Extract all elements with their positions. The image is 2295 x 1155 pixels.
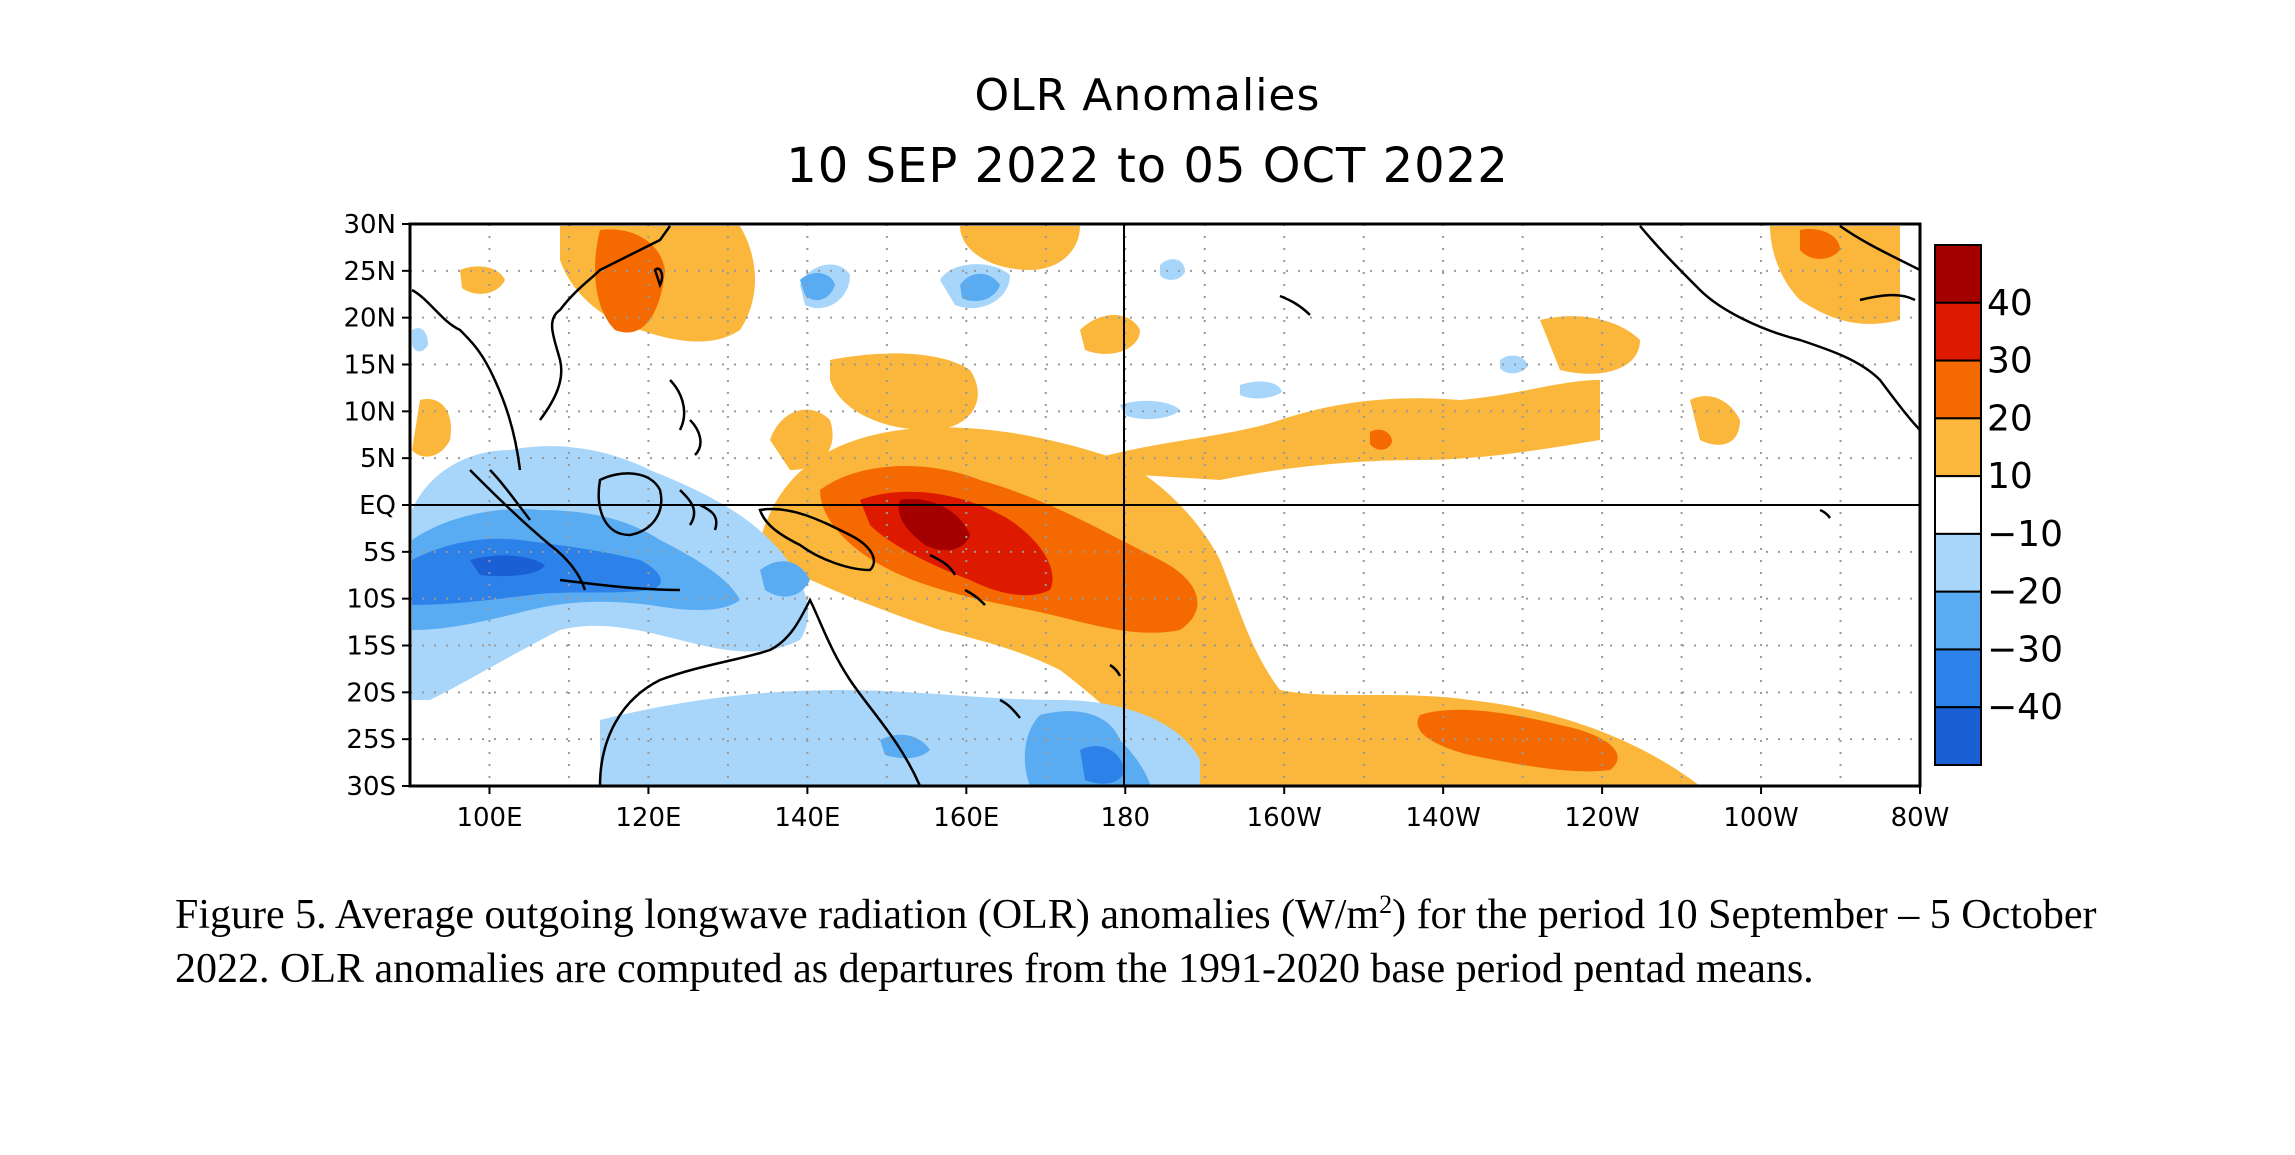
colorbar-segment — [1934, 648, 1982, 709]
lat-tick-label: 30N — [343, 210, 396, 240]
chart-title: OLR Anomalies — [974, 70, 1321, 121]
lat-tick-label: 25N — [343, 257, 396, 287]
colorbar-label: −30 — [1987, 629, 2063, 670]
lat-tick-label: 15S — [346, 632, 396, 662]
colorbar-segment — [1934, 301, 1982, 362]
caption-text-part1: Figure 5. Average outgoing longwave radi… — [175, 892, 1380, 938]
colorbar-segment — [1934, 417, 1982, 478]
colorbar-segment — [1934, 532, 1982, 593]
colorbar-label: 40 — [1987, 283, 2033, 324]
lat-tick-label: 10S — [346, 585, 396, 615]
lon-tick-label: 100E — [456, 803, 522, 833]
negative-30-40-areas — [412, 538, 1125, 784]
lat-tick-label: 30S — [346, 772, 396, 802]
colorbar-segment — [1934, 706, 1982, 767]
lon-tick-label: 100W — [1723, 803, 1798, 833]
latitude-axis: 30N 25N 20N 15N 10N 5N EQ 5S 10S 15S 20S 25S 30S — [343, 210, 410, 802]
lat-tick-label: 20S — [346, 678, 396, 708]
longitude-axis: 100E 120E 140E 160E 180 160W 140W 120W 100W 80W — [456, 786, 1949, 833]
lon-tick-label: 120W — [1564, 803, 1639, 833]
lat-tick-label: 15N — [343, 351, 396, 381]
colorbar-label: −10 — [1987, 514, 2063, 555]
map-grid — [410, 224, 1920, 786]
lat-tick-label: 5S — [363, 538, 396, 568]
caption-superscript: 2 — [1379, 890, 1393, 919]
lon-tick-label: 140W — [1405, 803, 1480, 833]
colorbar-label: −40 — [1987, 687, 2063, 728]
lon-tick-label: 120E — [615, 803, 681, 833]
lat-tick-label: 10N — [343, 397, 396, 427]
colorbar-label: −20 — [1987, 572, 2063, 613]
lon-tick-label: 160E — [933, 803, 999, 833]
positive-over-40-areas — [898, 499, 970, 551]
lat-tick-label: EQ — [359, 491, 396, 521]
caption-text-part2: ) for the period 10 September – 5 Octobe… — [175, 892, 2097, 992]
lon-tick-label: 140E — [774, 803, 840, 833]
colorbar-segment — [1934, 475, 1982, 535]
figure-caption: Figure 5. Average outgoing longwave radi… — [175, 878, 2165, 996]
coastlines — [411, 224, 1920, 786]
colorbar-label: 20 — [1987, 398, 2033, 439]
colorbar-segment — [1934, 244, 1982, 304]
lat-tick-label: 25S — [346, 725, 396, 755]
lon-tick-label: 80W — [1891, 803, 1950, 833]
colorbar-segment — [1934, 590, 1982, 651]
lon-tick-label: 180 — [1100, 803, 1150, 833]
lat-tick-label: 20N — [343, 304, 396, 334]
colorbar-label: 30 — [1987, 341, 2033, 382]
colorbar: 40 30 20 10 −10 −20 −30 −40 — [1934, 244, 2063, 767]
lon-tick-label: 160W — [1247, 803, 1322, 833]
colorbar-label: 10 — [1987, 456, 2033, 497]
chart-subtitle: 10 SEP 2022 to 05 OCT 2022 — [786, 138, 1509, 194]
lat-tick-label: 5N — [360, 444, 396, 474]
colorbar-segment — [1934, 359, 1982, 420]
